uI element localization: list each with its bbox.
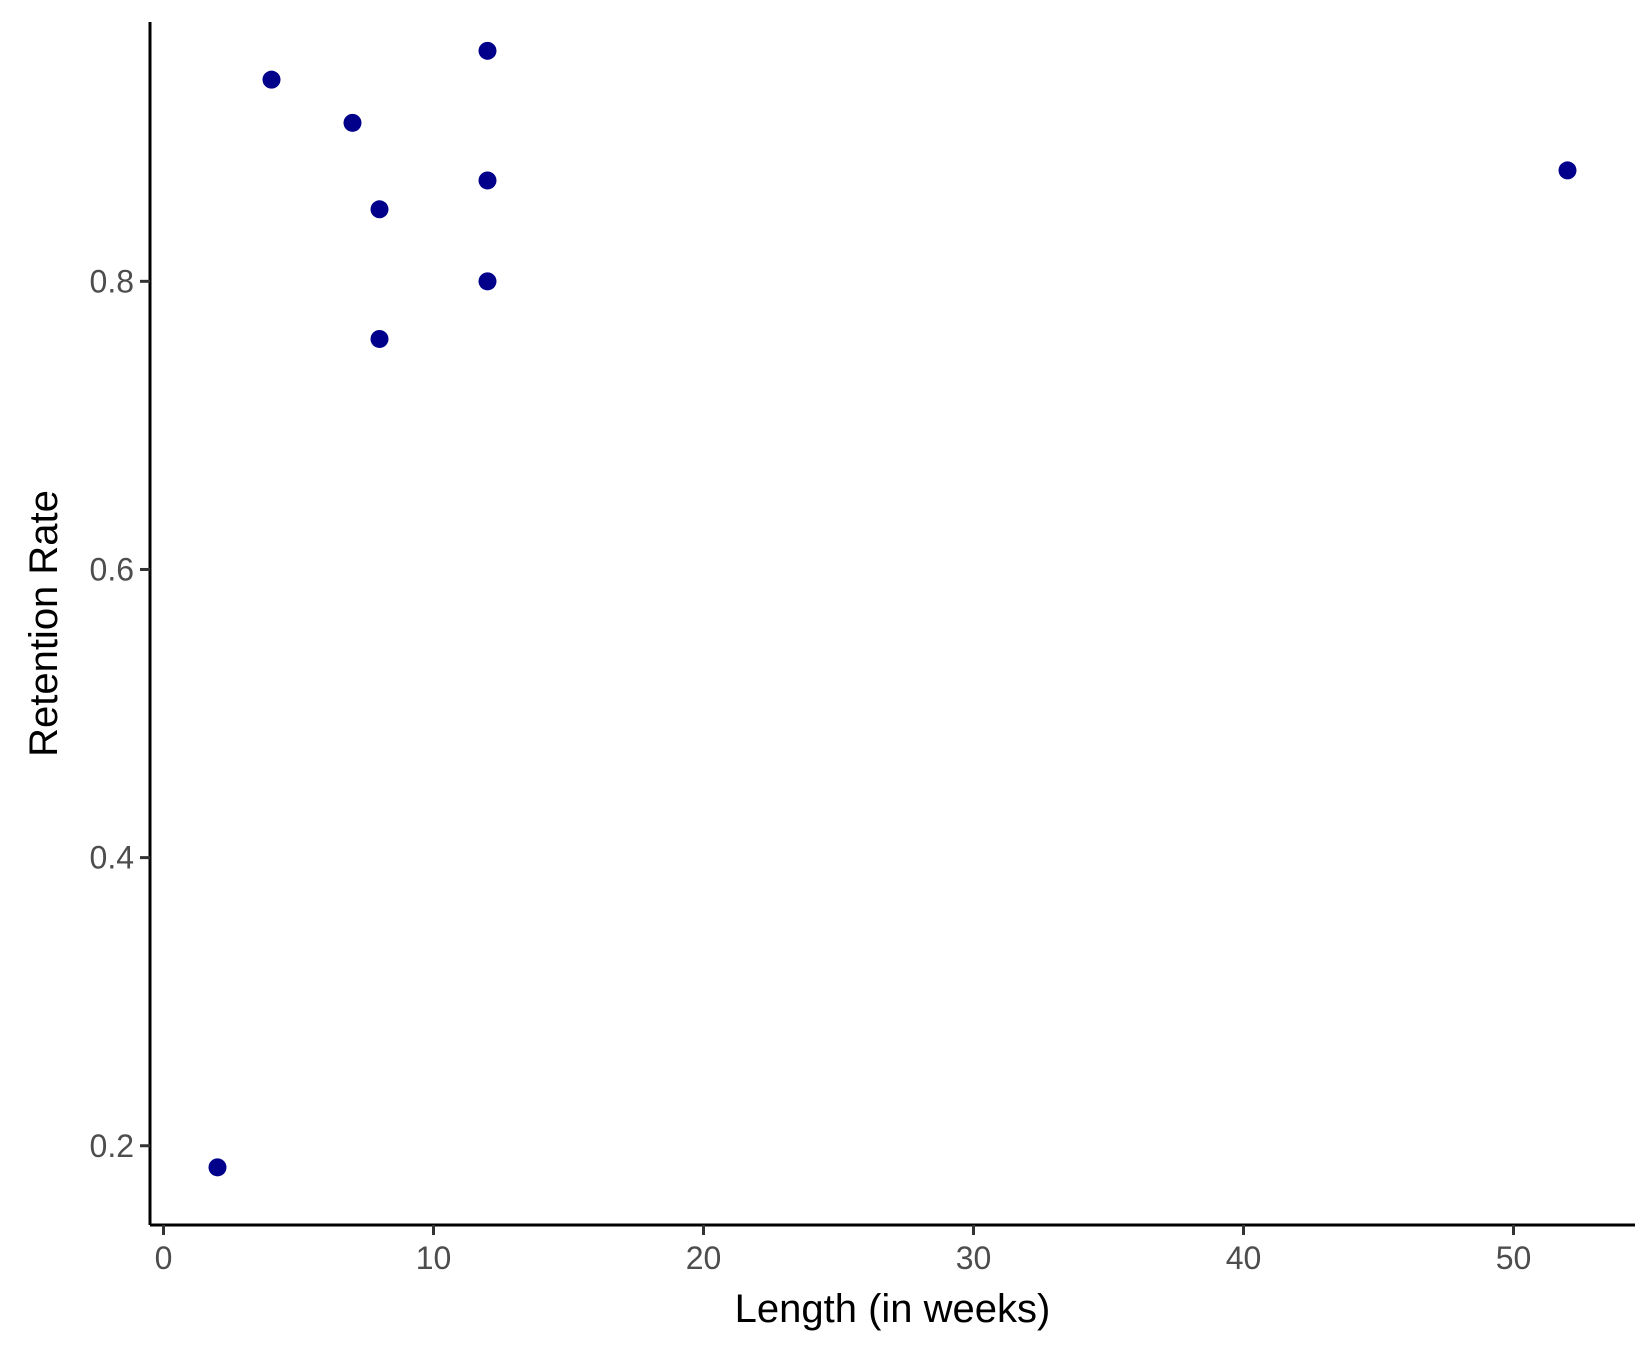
y-tick-label: 0.8 (90, 263, 134, 299)
y-tick-label: 0.2 (90, 1128, 134, 1164)
points-layer (208, 41, 1577, 1177)
data-point (370, 200, 389, 219)
y-tick-label: 0.4 (90, 840, 134, 876)
data-point (370, 329, 389, 348)
data-point (478, 272, 497, 291)
x-axis-title: Length (in weeks) (735, 1287, 1051, 1331)
data-point (1558, 161, 1577, 180)
data-point (343, 113, 362, 132)
x-tick-label: 30 (956, 1240, 992, 1276)
data-point (262, 70, 281, 89)
data-point (208, 1158, 227, 1177)
x-tick-label: 40 (1226, 1240, 1262, 1276)
x-axis-ticks: 0 10 20 30 40 50 (155, 1225, 1532, 1276)
y-axis-ticks: 0.2 0.4 0.6 0.8 (90, 263, 150, 1164)
x-tick-label: 10 (416, 1240, 452, 1276)
y-axis-title: Retention Rate (22, 490, 66, 757)
data-point (478, 41, 497, 60)
data-point (478, 171, 497, 190)
x-tick-label: 50 (1496, 1240, 1532, 1276)
x-tick-label: 0 (155, 1240, 173, 1276)
y-tick-label: 0.6 (90, 551, 134, 587)
x-tick-label: 20 (686, 1240, 722, 1276)
